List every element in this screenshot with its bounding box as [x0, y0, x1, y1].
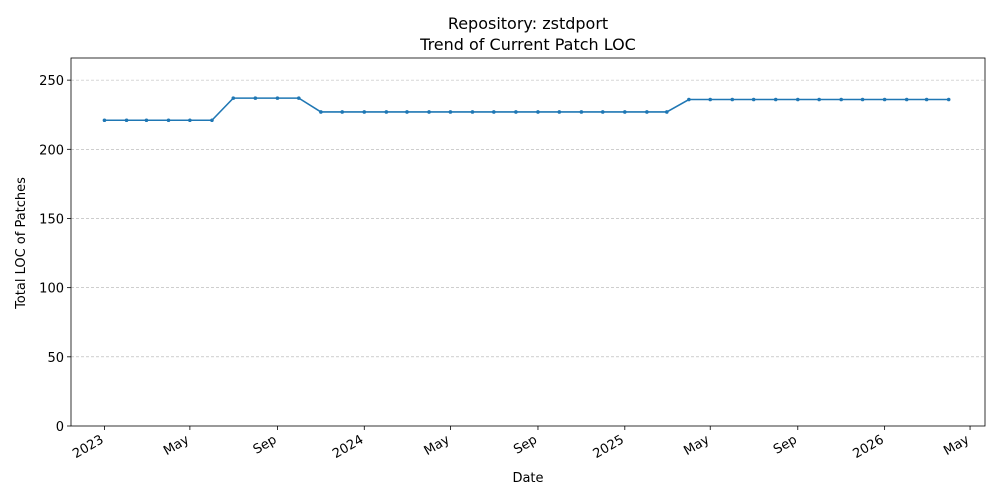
y-tick-label: 200	[39, 143, 64, 158]
x-axis: 2023 May Sep 2024 May Sep 2025 May Sep 2026 May	[70, 426, 972, 462]
data-point	[773, 97, 778, 102]
data-point	[188, 118, 192, 123]
data-point	[924, 97, 929, 102]
grid-layer	[71, 79, 985, 358]
x-tick-label: May	[161, 432, 192, 459]
chart-title: Repository: zstdport	[448, 14, 608, 33]
data-point	[665, 110, 669, 114]
data-point	[275, 96, 280, 100]
data-point	[730, 97, 735, 102]
x-tick-label: 2026	[850, 432, 886, 462]
x-tick-label: Sep	[511, 432, 540, 457]
data-point	[817, 97, 821, 102]
data-point	[427, 110, 431, 114]
data-point	[795, 97, 800, 102]
y-tick-label: 0	[56, 420, 64, 435]
data-point	[124, 118, 129, 123]
x-tick-label: May	[681, 432, 712, 459]
chart-subtitle: Trend of Current Patch LOC	[419, 35, 636, 54]
data-point	[904, 97, 909, 102]
x-tick-label: Sep	[771, 432, 800, 457]
data-point	[253, 96, 258, 100]
data-point	[708, 97, 713, 102]
data-point	[340, 110, 345, 114]
data-point	[623, 110, 627, 114]
y-tick-label: 100	[39, 282, 64, 297]
data-point	[557, 110, 562, 114]
data-point	[839, 97, 844, 102]
y-axis-label: Total LOC of Patches	[14, 177, 29, 310]
data-point	[362, 110, 367, 114]
data-point	[860, 97, 865, 102]
data-point	[882, 97, 887, 102]
x-axis-label: Date	[512, 471, 543, 486]
y-tick-label: 250	[39, 74, 64, 89]
data-point	[384, 110, 389, 114]
x-tick-label: 2025	[591, 432, 627, 462]
series-line	[104, 97, 949, 122]
data-point	[144, 118, 149, 123]
series-layer	[102, 96, 951, 123]
data-point	[946, 97, 951, 102]
data-point	[319, 110, 323, 114]
data-point	[600, 110, 605, 114]
data-point	[645, 110, 649, 114]
data-point	[405, 110, 409, 114]
data-point	[102, 118, 107, 123]
data-point	[296, 96, 301, 100]
x-tick-label: May	[941, 432, 972, 459]
data-point	[166, 118, 171, 123]
x-tick-label: May	[422, 432, 453, 459]
data-point	[579, 110, 584, 114]
x-tick-label: 2023	[70, 432, 106, 462]
data-point	[448, 110, 453, 114]
y-tick-label: 50	[47, 351, 64, 366]
data-point	[470, 110, 475, 114]
data-point	[751, 97, 756, 102]
data-point	[536, 110, 540, 114]
x-tick-label: 2024	[330, 432, 366, 462]
y-axis: 0 50 100 150 200 250	[39, 74, 71, 435]
data-point	[231, 96, 236, 100]
plot-frame	[70, 57, 986, 427]
x-tick-label: Sep	[251, 432, 280, 457]
data-point	[492, 110, 496, 114]
data-point	[687, 97, 691, 102]
y-tick-label: 150	[39, 212, 64, 227]
data-point	[210, 118, 214, 123]
data-point	[514, 110, 518, 114]
